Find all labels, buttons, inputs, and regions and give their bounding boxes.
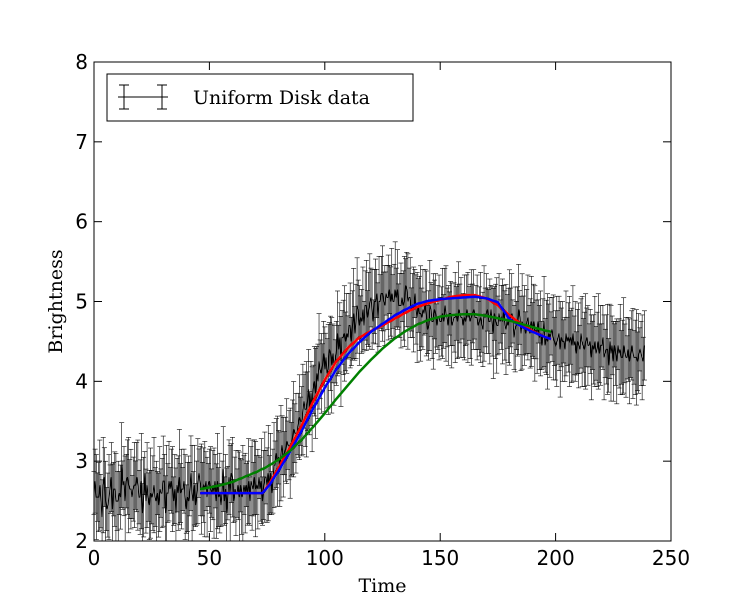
x-tick-label: 200	[537, 546, 575, 570]
y-tick-label: 6	[75, 210, 88, 234]
y-tick-label: 8	[75, 50, 88, 74]
y-tick-label: 5	[75, 290, 88, 314]
x-tick-label: 250	[652, 546, 690, 570]
y-tick-label: 3	[75, 449, 88, 473]
legend-swatch-errorbar	[118, 84, 168, 110]
y-axis-label: Brightness	[45, 249, 67, 353]
fit-lines	[199, 293, 552, 495]
x-tick-label: 0	[88, 546, 101, 570]
x-axis-label: Time	[358, 575, 406, 597]
legend-entry-label: Uniform Disk data	[193, 87, 370, 109]
x-tick-label: 50	[197, 546, 222, 570]
legend: Uniform Disk data	[106, 73, 414, 122]
x-tick-label: 100	[306, 546, 344, 570]
y-axis-ticks: 2 3 4 5 6 7 8	[75, 50, 671, 553]
fit-line-2	[200, 295, 552, 495]
y-tick-label: 2	[75, 529, 88, 553]
x-axis-ticks: 0 50 100 150 200 250	[88, 62, 690, 570]
fit-line-3	[199, 313, 552, 491]
x-tick-label: 150	[421, 546, 459, 570]
y-tick-label: 4	[75, 369, 88, 393]
y-tick-label: 7	[75, 130, 88, 154]
data-series-line	[93, 285, 645, 518]
